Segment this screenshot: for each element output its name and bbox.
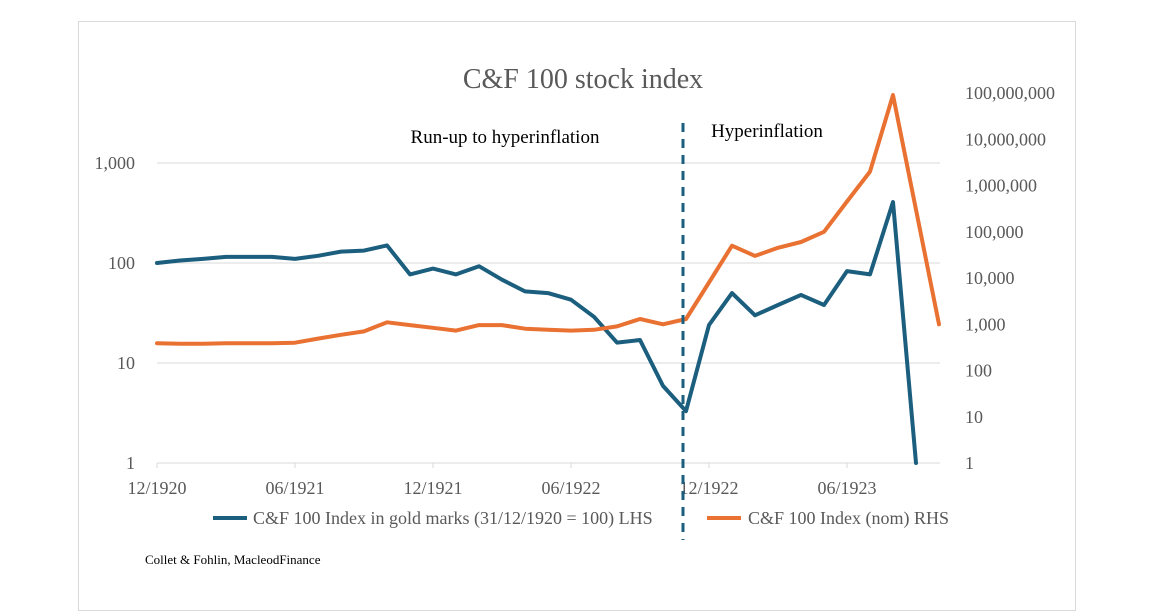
right-axis-tick-label: 10,000 <box>965 268 1015 288</box>
left-axis-tick-label: 1,000 <box>95 153 136 173</box>
left-axis-tick-label: 100 <box>108 253 135 273</box>
right-axis-tick-label: 100,000,000 <box>965 83 1055 103</box>
x-axis-tick-label: 12/1922 <box>679 478 738 498</box>
right-axis-tick-label: 1,000,000 <box>965 176 1037 196</box>
left-axis-tick-label: 1 <box>126 453 135 473</box>
left-axis-ticks: 1 10 100 1,000 <box>95 153 136 473</box>
x-axis-ticks: 12/1920 06/1921 12/1921 06/1922 12/1922 06/19… <box>127 463 876 498</box>
annotation-hyperinflation: Hyperinflation <box>711 121 823 142</box>
right-axis-tick-label: 10 <box>965 407 983 427</box>
x-axis-tick-label: 12/1920 <box>127 478 186 498</box>
chart-title: C&F 100 stock index <box>463 64 703 95</box>
x-axis-tick-label: 06/1923 <box>817 478 876 498</box>
legend-label-nominal: C&F 100 Index (nom) RHS <box>748 508 949 529</box>
source-note: Collet & Fohlin, MacleodFinance <box>145 552 321 567</box>
x-axis-tick-label: 06/1922 <box>541 478 600 498</box>
x-axis-tick-label: 06/1921 <box>265 478 324 498</box>
right-axis-tick-label: 1 <box>965 453 974 473</box>
chart-svg: 12/1920 06/1921 12/1921 06/1922 12/1922 06/19… <box>0 0 1172 596</box>
x-axis-tick-label: 12/1921 <box>403 478 462 498</box>
right-axis-tick-label: 10,000,000 <box>965 129 1046 149</box>
right-axis-tick-label: 1,000 <box>965 314 1006 334</box>
right-axis-tick-label: 100 <box>965 361 992 381</box>
annotation-run-up: Run-up to hyperinflation <box>411 127 600 148</box>
gridlines <box>157 163 940 463</box>
legend: C&F 100 Index in gold marks (31/12/1920 … <box>213 508 949 529</box>
right-axis-ticks: 1 10 100 1,000 10,000 100,000 1,000,000 10,000,… <box>965 83 1055 473</box>
right-axis-tick-label: 100,000 <box>965 222 1024 242</box>
legend-label-gold-marks: C&F 100 Index in gold marks (31/12/1920 … <box>253 508 653 529</box>
left-axis-tick-label: 10 <box>117 353 135 373</box>
series-group <box>157 95 939 463</box>
